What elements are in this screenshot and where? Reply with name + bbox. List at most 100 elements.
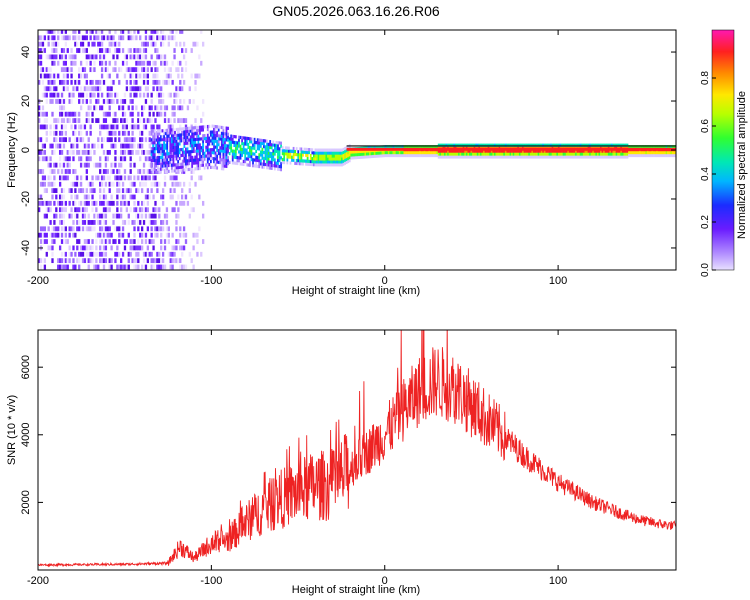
- noise-cell: [110, 99, 113, 104]
- signal-cell: [450, 152, 453, 156]
- signal-cell: [445, 152, 448, 156]
- signal-cell: [323, 154, 326, 158]
- signal-cell: [247, 136, 250, 141]
- noise-cell: [74, 143, 77, 149]
- signal-cell: [250, 157, 253, 162]
- signal-cell: [347, 156, 350, 161]
- noise-cell: [152, 264, 155, 270]
- noise-cell: [70, 99, 73, 104]
- noise-cell: [53, 175, 56, 181]
- noise-cell: [148, 137, 151, 143]
- signal-cell: [525, 149, 527, 153]
- signal-cell: [331, 154, 334, 158]
- noise-cell: [133, 181, 136, 187]
- signal-cell: [673, 145, 676, 149]
- noise-cell: [144, 124, 148, 130]
- signal-cell: [339, 163, 342, 167]
- noise-cell: [165, 73, 169, 79]
- signal-cell: [426, 145, 429, 149]
- noise-cell: [121, 220, 125, 225]
- signal-cell: [370, 151, 373, 156]
- signal-cell: [205, 163, 208, 167]
- noise-cell: [45, 232, 48, 238]
- signal-cell: [152, 138, 155, 142]
- noise-cell: [154, 41, 157, 47]
- snr-x-ticks: -200 -100 0 100: [27, 330, 567, 587]
- noise-cell: [55, 48, 58, 53]
- signal-cell: [540, 143, 543, 147]
- noise-cell: [104, 251, 108, 257]
- signal-cell: [269, 140, 272, 144]
- noise-cell: [78, 251, 81, 257]
- noise-cell: [100, 124, 104, 130]
- signal-cell: [167, 163, 170, 168]
- signal-cell: [308, 148, 311, 152]
- noise-cell: [192, 99, 195, 104]
- signal-cell: [258, 164, 261, 169]
- signal-cell: [303, 150, 306, 154]
- noise-cell: [152, 220, 155, 225]
- signal-cell: [269, 160, 272, 164]
- noise-cell: [165, 60, 169, 66]
- signal-cell: [167, 155, 170, 159]
- signal-cell: [228, 137, 231, 141]
- noise-cell: [55, 73, 58, 79]
- signal-cell: [372, 151, 375, 156]
- noise-cell: [99, 220, 102, 225]
- noise-cell: [156, 48, 159, 53]
- noise-cell: [85, 207, 88, 213]
- signal-cell: [387, 150, 390, 155]
- signal-cell: [180, 133, 183, 137]
- signal-cell: [245, 136, 248, 140]
- noise-cell: [112, 79, 115, 85]
- signal-cell: [353, 153, 356, 157]
- noise-cell: [179, 258, 182, 264]
- signal-cell: [509, 149, 512, 153]
- noise-cell: [100, 30, 104, 34]
- signal-cell: [292, 149, 295, 154]
- noise-cell: [192, 264, 195, 270]
- colorbar-tick-label: 0.0: [700, 263, 711, 277]
- noise-cell: [60, 264, 64, 270]
- signal-cell: [506, 149, 509, 153]
- signal-cell: [398, 145, 401, 149]
- noise-cell: [137, 207, 140, 213]
- noise-cell: [39, 169, 43, 174]
- signal-cell: [659, 150, 662, 155]
- signal-cell: [228, 160, 231, 164]
- signal-cell: [387, 145, 390, 149]
- noise-cell: [171, 194, 174, 200]
- noise-cell: [192, 245, 195, 251]
- noise-cell: [91, 245, 94, 251]
- noise-cell: [70, 54, 73, 60]
- noise-cell: [181, 232, 184, 238]
- signal-cell: [323, 157, 326, 161]
- noise-cell: [133, 232, 136, 238]
- signal-cell: [208, 139, 211, 143]
- signal-cell: [219, 157, 222, 162]
- noise-cell: [118, 175, 121, 181]
- signal-cell: [470, 149, 473, 153]
- noise-cell: [39, 181, 43, 187]
- signal-cell: [253, 143, 256, 147]
- noise-cell: [43, 188, 47, 194]
- noise-cell: [127, 258, 130, 264]
- noise-cell: [60, 67, 64, 73]
- noise-cell: [49, 162, 52, 168]
- signal-cell: [550, 143, 552, 147]
- signal-cell: [415, 153, 418, 158]
- signal-cell: [153, 161, 156, 165]
- noise-cell: [43, 181, 47, 187]
- noise-cell: [125, 124, 129, 130]
- noise-cell: [78, 258, 81, 264]
- noise-cell: [76, 245, 79, 251]
- noise-cell: [78, 156, 81, 162]
- noise-cell: [110, 162, 113, 168]
- signal-cell: [344, 155, 346, 159]
- signal-cell: [278, 141, 281, 145]
- noise-cell: [154, 220, 157, 225]
- noise-cell: [45, 188, 48, 194]
- signal-cell: [150, 152, 153, 157]
- signal-cell: [556, 152, 559, 156]
- signal-cell: [192, 132, 195, 136]
